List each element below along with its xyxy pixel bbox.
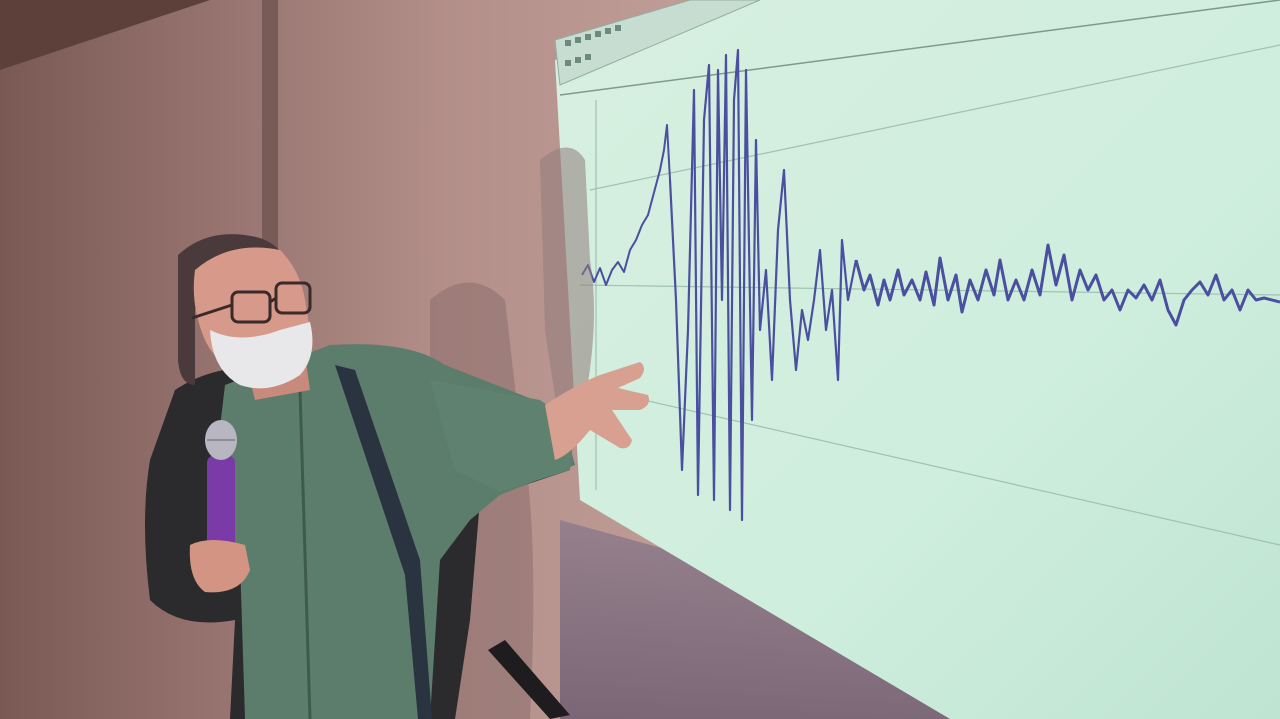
timeline-ruler: [559, 0, 1280, 96]
mic-hand: [189, 540, 250, 593]
toolbar-icons: [565, 25, 621, 66]
suspender-strap: [335, 365, 432, 719]
wall-seam: [262, 0, 278, 250]
microphone-icon: [205, 420, 237, 550]
hand-shadow: [540, 147, 594, 430]
screen-stand: [488, 640, 570, 719]
pointing-hand: [545, 362, 649, 460]
waveform: [581, 48, 1280, 522]
glasses-icon: [191, 281, 312, 324]
shirt-placket: [298, 389, 312, 719]
projection-screen: [555, 0, 1280, 719]
presenter-beard: [210, 322, 313, 389]
screen-toolbar: [554, 0, 761, 86]
ceiling-trim: [0, 0, 210, 70]
presenter-arm: [430, 380, 575, 492]
presenter: [145, 234, 649, 719]
